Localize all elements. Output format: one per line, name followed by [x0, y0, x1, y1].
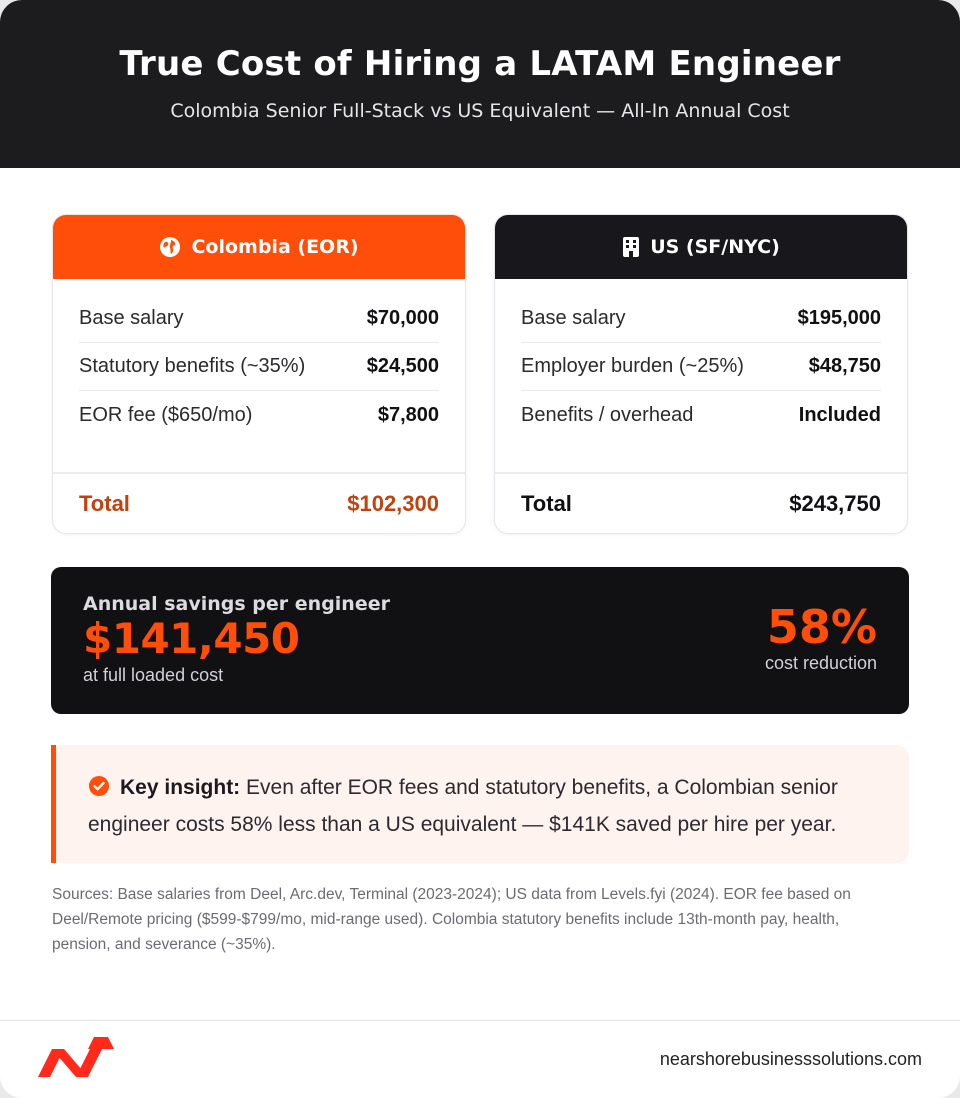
total-label: Total: [79, 491, 130, 516]
globe-icon: [159, 236, 181, 258]
colombia-cost-rows: Base salary $70,000 Statutory benefits (…: [53, 279, 465, 472]
cost-row-value: $48,750: [808, 355, 881, 377]
colombia-card-header: Colombia (EOR): [53, 215, 465, 279]
cost-row: Base salary $195,000: [521, 295, 881, 343]
cost-row-label: Statutory benefits (~35%): [79, 355, 306, 377]
footer-domain-link[interactable]: nearshorebusinesssolutions.com: [659, 1049, 922, 1069]
us-total-row: Total $243,750: [495, 472, 907, 533]
savings-note: at full loaded cost: [83, 665, 224, 685]
cost-row-label: Base salary: [521, 307, 626, 329]
header: True Cost of Hiring a LATAM Engineer Col…: [0, 0, 960, 168]
us-cost-rows: Base salary $195,000 Employer burden (~2…: [495, 279, 907, 472]
cost-row-value: Included: [798, 403, 881, 426]
insight-lead: Key insight:: [120, 776, 241, 799]
insight-text: Even after EOR fees and statutory benefi…: [88, 776, 838, 836]
building-icon: [622, 236, 640, 258]
us-card-header: US (SF/NYC): [495, 215, 907, 279]
cost-row-value: $70,000: [366, 307, 439, 329]
cost-row: Benefits / overhead Included: [521, 391, 881, 439]
cost-reduction-label: cost reduction: [764, 653, 877, 673]
total-value: $102,300: [347, 491, 439, 516]
savings-label: Annual savings per engineer: [83, 593, 390, 615]
total-label: Total: [521, 491, 572, 516]
page-title: True Cost of Hiring a LATAM Engineer: [119, 44, 841, 84]
us-card: US (SF/NYC) Base salary $195,000 Employe…: [494, 214, 908, 534]
cost-row: EOR fee ($650/mo) $7,800: [79, 391, 439, 439]
cost-row-value: $7,800: [377, 403, 439, 426]
savings-banner: Annual savings per engineer $141,450 at …: [51, 567, 909, 714]
colombia-total-row: Total $102,300: [53, 472, 465, 533]
total-value: $243,750: [789, 491, 881, 516]
cost-row: Employer burden (~25%) $48,750: [521, 343, 881, 391]
check-circle-icon: [88, 774, 110, 808]
cost-row: Base salary $70,000: [79, 295, 439, 343]
sources-note: Sources: Base salaries from Deel, Arc.de…: [52, 886, 851, 953]
colombia-card-title: Colombia (EOR): [191, 236, 359, 258]
cost-row-label: Employer burden (~25%): [521, 355, 744, 377]
savings-amount: $141,450: [83, 614, 300, 663]
cost-reduction: 58% cost reduction: [765, 603, 877, 674]
cost-row-value: $24,500: [366, 355, 439, 377]
cost-row-value: $195,000: [797, 307, 881, 329]
cost-row: Statutory benefits (~35%) $24,500: [79, 343, 439, 391]
key-insight-callout: Key insight: Even after EOR fees and sta…: [51, 745, 909, 863]
cost-row-label: Base salary: [79, 307, 184, 329]
page-subtitle: Colombia Senior Full-Stack vs US Equival…: [170, 100, 790, 122]
cost-row-label: Benefits / overhead: [521, 403, 694, 426]
us-card-title: US (SF/NYC): [650, 236, 780, 258]
nearshore-logo[interactable]: [38, 1037, 114, 1082]
footer: nearshorebusinesssolutions.com: [0, 1020, 960, 1098]
cost-row-label: EOR fee ($650/mo): [79, 403, 253, 426]
cost-reduction-percent: 58%: [766, 600, 877, 654]
colombia-card: Colombia (EOR) Base salary $70,000 Statu…: [52, 214, 466, 534]
comparison-cards: Colombia (EOR) Base salary $70,000 Statu…: [52, 214, 908, 534]
